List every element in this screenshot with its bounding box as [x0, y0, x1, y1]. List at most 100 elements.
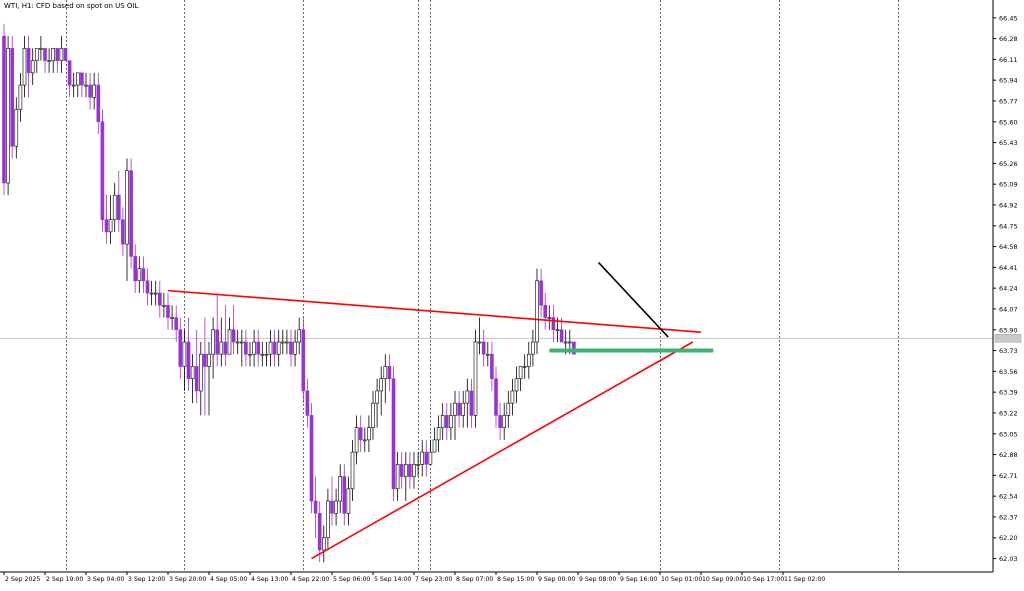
- candle-bear: [481, 341, 486, 355]
- candle-bear: [145, 280, 150, 294]
- candle-bear: [543, 304, 548, 318]
- candle-bear: [43, 48, 47, 61]
- x-tick-label: 2 Sep 19:00: [46, 576, 83, 583]
- candle-bear: [424, 451, 429, 465]
- candle-bear: [494, 378, 498, 416]
- y-tick-label: 62.03: [999, 555, 1018, 563]
- candle-bear: [572, 341, 576, 355]
- y-tick-label: 63.39: [999, 389, 1018, 397]
- x-tick-label: 3 Sep 04:00: [87, 576, 124, 583]
- candle-bear: [551, 317, 556, 331]
- candle-bull: [39, 48, 43, 50]
- candle-bear: [166, 304, 170, 318]
- candle-bull: [59, 48, 64, 61]
- y-tick-label: 64.24: [999, 285, 1018, 293]
- candle-bull: [235, 341, 240, 344]
- x-tick-label: 4 Sep 22:00: [292, 576, 329, 583]
- candle-bear: [408, 464, 412, 477]
- y-tick-label: 66.28: [999, 35, 1018, 43]
- candle-bear: [301, 329, 306, 392]
- x-tick-label: 10 Sep 01:00: [661, 576, 702, 583]
- candle-bull: [547, 317, 552, 319]
- candle-bear: [215, 329, 219, 355]
- candle-bull: [22, 48, 27, 86]
- candle-bull: [297, 329, 302, 343]
- candle-bear: [289, 341, 293, 355]
- x-tick-label: 8 Sep 15:00: [497, 576, 534, 583]
- candle-bull: [149, 292, 154, 295]
- candle-bull: [6, 48, 10, 184]
- candle-bear: [26, 48, 31, 74]
- candle-bear: [203, 353, 207, 367]
- x-tick-label: 4 Sep 13:00: [251, 576, 288, 583]
- y-tick-label: 64.41: [999, 264, 1018, 272]
- candle-bull: [47, 60, 51, 62]
- y-tick-label: 65.26: [999, 160, 1018, 168]
- candle-bull: [555, 329, 560, 332]
- candle-bull: [350, 451, 355, 490]
- candle-bull: [293, 341, 297, 355]
- x-tick-label: 8 Sep 07:00: [456, 576, 493, 583]
- candle-bull: [453, 402, 457, 416]
- candle-bear: [256, 341, 261, 355]
- x-axis: 2 Sep 2025 2 Sep 19:00 3 Sep 04:00 3 Sep 12…: [0, 571, 993, 583]
- candle-bull: [375, 390, 379, 404]
- candle-bull: [280, 341, 285, 344]
- candle-bull: [285, 341, 289, 344]
- candle-bear: [342, 476, 347, 514]
- candle-bull: [412, 464, 416, 477]
- y-tick-label: 64.07: [999, 305, 1018, 313]
- y-tick-label: 63.56: [999, 368, 1018, 376]
- candle-bull: [367, 427, 371, 441]
- candle-bull: [84, 84, 88, 87]
- trendlines: [167, 261, 714, 560]
- candle-bear: [63, 48, 68, 61]
- x-tick-label: 10 Sep 17:00: [743, 576, 784, 583]
- x-tick-label: 7 Sep 23:00: [415, 576, 452, 583]
- candle-bull: [395, 464, 400, 490]
- candle-bull: [461, 402, 466, 416]
- x-tick-label: 9 Sep 08:00: [579, 576, 616, 583]
- y-tick-label: 65.43: [999, 139, 1018, 147]
- y-tick-label: 65.77: [999, 97, 1018, 105]
- candle-bull: [535, 280, 539, 343]
- candle-bear: [313, 500, 318, 514]
- candle-bull: [211, 329, 215, 355]
- x-tick-label: 9 Sep 16:00: [620, 576, 657, 583]
- y-tick-label: 64.75: [999, 222, 1018, 230]
- candle-bull: [71, 84, 76, 87]
- trendline-black: [597, 261, 669, 338]
- price-box: [994, 334, 1022, 343]
- x-tick-label: 11 Sep 02:00: [784, 576, 825, 583]
- y-axis: 66.45 66.28 66.11 65.94 65.77 65.60 65.43 65.26…: [992, 0, 1018, 572]
- candle-bull: [227, 329, 232, 355]
- candle-bull: [506, 402, 511, 416]
- y-tick-label: 66.45: [999, 14, 1018, 22]
- candle-bear: [469, 390, 474, 416]
- candle-bear: [539, 280, 543, 306]
- candle-bull: [108, 219, 113, 233]
- candle-bull: [502, 415, 507, 428]
- candles: [2, 23, 576, 563]
- candle-bull: [465, 390, 470, 404]
- candle-bear: [387, 366, 392, 379]
- candle-bull: [526, 353, 531, 367]
- candle-bull: [440, 415, 445, 428]
- candle-bull: [420, 451, 425, 465]
- candle-bull: [252, 341, 256, 355]
- candle-bear: [391, 378, 396, 490]
- y-tick-label: 62.71: [999, 472, 1018, 480]
- y-tick-label: 62.88: [999, 451, 1018, 459]
- candle-bear: [96, 84, 101, 123]
- candle-bear: [223, 341, 228, 355]
- x-tick-label: 4 Sep 05:00: [210, 576, 247, 583]
- candle-bear: [2, 35, 6, 184]
- candle-bull: [125, 170, 129, 245]
- y-tick-label: 65.94: [999, 77, 1018, 85]
- y-tick-label: 62.20: [999, 534, 1018, 542]
- candle-bull: [473, 341, 478, 416]
- candle-bear: [129, 170, 133, 257]
- candle-bear: [158, 292, 162, 306]
- candle-bear: [309, 415, 314, 502]
